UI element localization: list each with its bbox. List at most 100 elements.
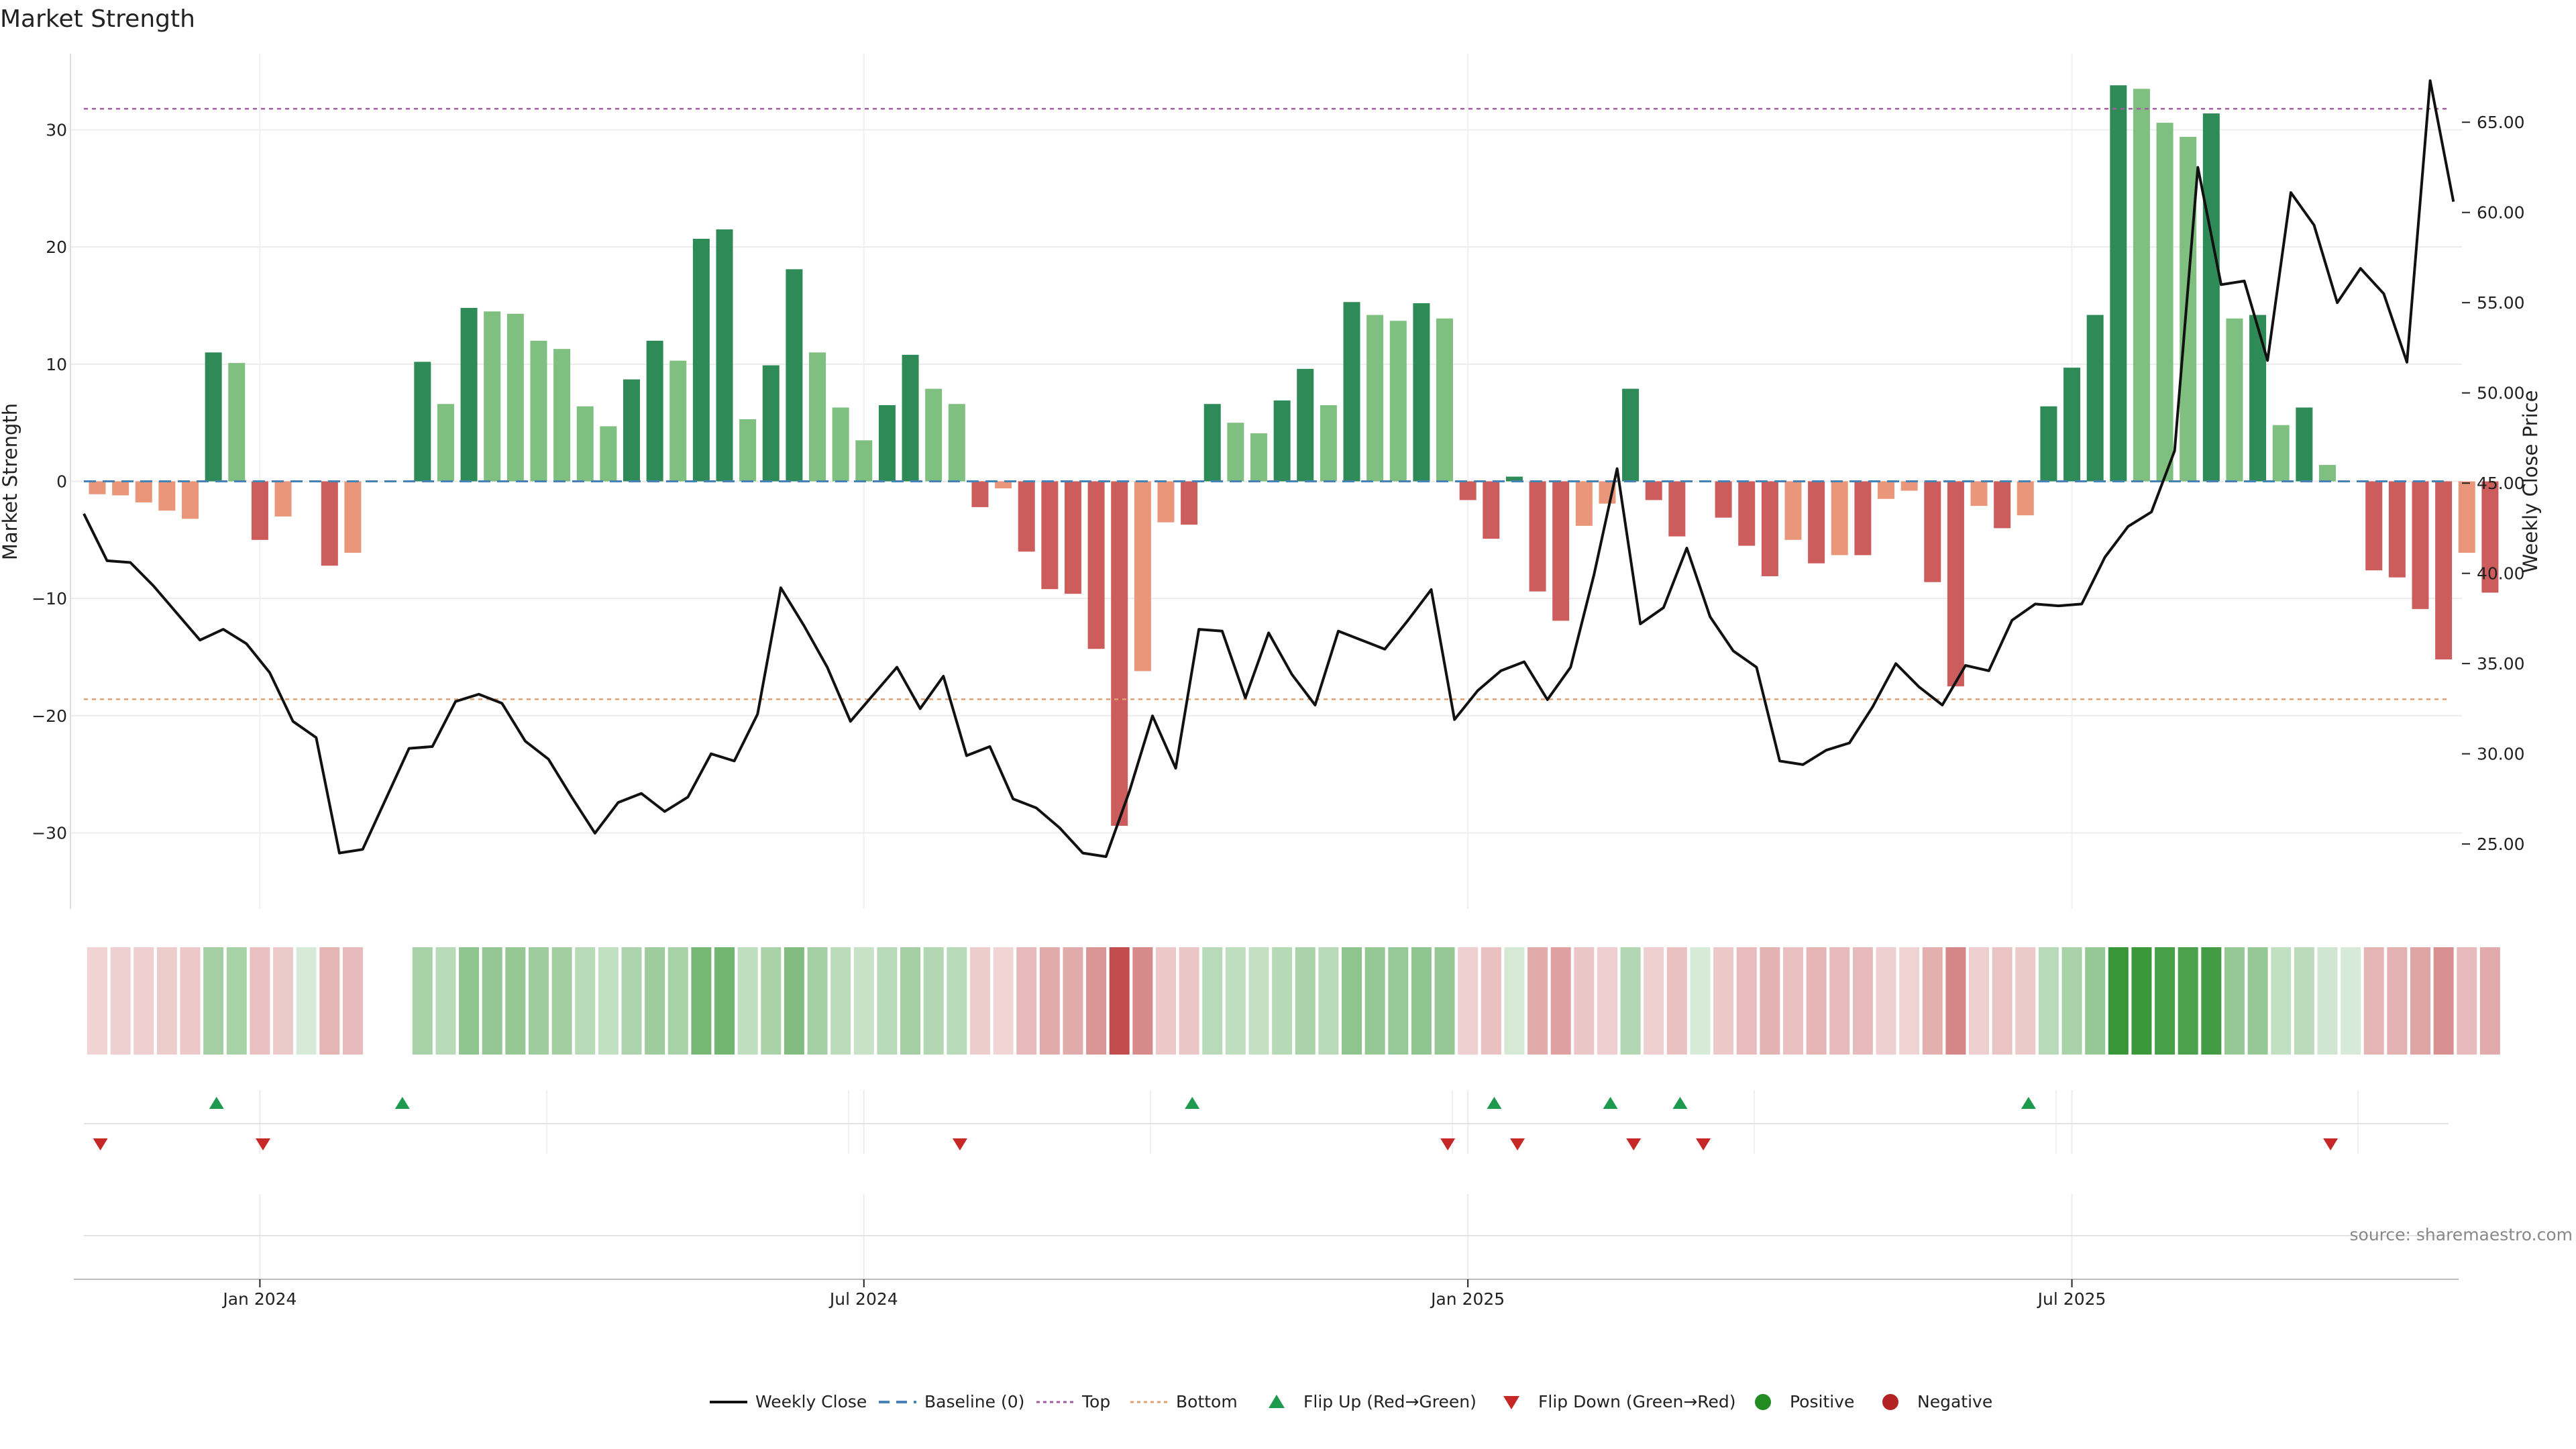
strength-bar xyxy=(623,379,640,482)
strength-bar xyxy=(2110,85,2127,482)
strength-bar xyxy=(2318,465,2336,482)
heatmap-cell xyxy=(1969,947,1990,1055)
heatmap-cell xyxy=(1945,947,1966,1055)
heatmap-cell xyxy=(2224,947,2245,1055)
strength-bar xyxy=(1505,476,1523,482)
legend-label: Top xyxy=(1081,1392,1110,1411)
heatmap-cell xyxy=(1713,947,1734,1055)
strength-bar xyxy=(925,388,943,482)
strength-bar xyxy=(716,229,733,482)
heatmap-cell xyxy=(645,947,665,1055)
source-note: source: sharemaestro.com xyxy=(2350,1225,2573,1244)
heatmap-cell xyxy=(1899,947,1920,1055)
strength-bar xyxy=(1970,481,1988,506)
heatmap-cell xyxy=(1597,947,1617,1055)
strength-bar xyxy=(576,406,594,482)
x-axis: Jan 2024 Jul 2024 Jan 2025 Jul 2025 xyxy=(74,1279,2459,1309)
heatmap-cell xyxy=(2410,947,2430,1055)
strength-bar xyxy=(2412,481,2429,609)
heatmap-cell xyxy=(2433,947,2454,1055)
heatmap-cell xyxy=(319,947,340,1055)
strength-bar xyxy=(2063,368,2081,482)
heatmap-cell xyxy=(505,947,526,1055)
strength-bar xyxy=(600,426,617,482)
heatmap-cell xyxy=(87,947,107,1055)
heatmap-cell xyxy=(1155,947,1176,1055)
strength-bar xyxy=(646,340,663,482)
legend-swatch-flip-up xyxy=(1269,1395,1285,1408)
heatmap-cell xyxy=(342,947,363,1055)
strength-bar xyxy=(89,481,106,494)
heatmap-cell xyxy=(156,947,177,1055)
strength-bar xyxy=(158,481,176,511)
strength-bar xyxy=(1366,315,1384,482)
strength-bar xyxy=(2365,481,2383,571)
heatmap-cell xyxy=(1690,947,1711,1055)
strength-bar xyxy=(1297,368,1314,482)
heatmap-cell xyxy=(2271,947,2292,1055)
strength-bar xyxy=(1459,481,1477,500)
heatmap-cell xyxy=(1039,947,1060,1055)
heatmap-cell xyxy=(551,947,572,1055)
left-y-axis-label: Market Strength xyxy=(0,403,21,560)
heatmap-cell xyxy=(1458,947,1479,1055)
chart-title: Market Strength xyxy=(0,5,195,33)
left-tick-label: −10 xyxy=(32,589,67,608)
heatmap-cell xyxy=(784,947,804,1055)
heatmap-cell xyxy=(1992,947,2012,1055)
strength-bar xyxy=(1761,481,1778,576)
legend-label: Positive xyxy=(1790,1392,1854,1411)
heatmap-cell xyxy=(296,947,317,1055)
strength-bar xyxy=(1784,481,1802,540)
heatmap-cell xyxy=(2015,947,2036,1055)
strength-bars xyxy=(89,85,2499,826)
x-tick-label: Jan 2025 xyxy=(1430,1289,1505,1309)
right-tick-label: 50.00 xyxy=(2477,384,2525,403)
heatmap-cell xyxy=(435,947,456,1055)
heatmap-cell xyxy=(1620,947,1641,1055)
strength-bar xyxy=(1157,481,1175,523)
strength-bar xyxy=(437,404,454,482)
heatmap-cell xyxy=(1016,947,1037,1055)
strength-bar xyxy=(1622,388,1640,482)
strength-bar xyxy=(2226,318,2243,482)
right-tick-label: 40.00 xyxy=(2477,564,2525,584)
strength-bar xyxy=(1436,318,1454,482)
right-tick-label: 55.00 xyxy=(2477,293,2525,313)
heatmap-cell xyxy=(482,947,502,1055)
right-tick-label: 25.00 xyxy=(2477,835,2525,854)
strength-bar xyxy=(2017,481,2034,516)
strength-bar xyxy=(135,481,152,502)
strength-bar xyxy=(855,440,873,482)
heatmap-cell xyxy=(528,947,549,1055)
strength-bar xyxy=(460,308,478,482)
strength-bar xyxy=(832,407,849,482)
heatmap-cell xyxy=(993,947,1014,1055)
flip-down-marker xyxy=(952,1138,967,1150)
strength-bar xyxy=(971,481,989,507)
strength-bar xyxy=(762,365,780,482)
strength-bar xyxy=(553,349,571,482)
heatmap-cell xyxy=(575,947,596,1055)
heatmap-cell xyxy=(1829,947,1850,1055)
strength-bar xyxy=(1552,481,1570,621)
flip-up-marker xyxy=(2021,1097,2036,1109)
strength-bar xyxy=(692,238,710,482)
left-axis: 30 20 10 0 −10 −20 −30 xyxy=(32,121,67,843)
heatmap-cell xyxy=(1063,947,1083,1055)
heatmap-cell xyxy=(412,947,433,1055)
legend-swatch-flip-down xyxy=(1503,1396,1519,1409)
strength-bar xyxy=(669,360,687,482)
heatmap-cell xyxy=(203,947,224,1055)
legend-label: Baseline (0) xyxy=(924,1392,1024,1411)
strength-bar xyxy=(786,269,803,482)
strength-bar xyxy=(1924,481,1941,582)
strength-bar xyxy=(2435,481,2453,659)
x-tick-label: Jul 2024 xyxy=(828,1289,898,1309)
heatmap-cell xyxy=(1574,947,1595,1055)
strength-bar xyxy=(1994,481,2011,529)
strength-bar xyxy=(251,481,268,540)
heatmap-cell xyxy=(1876,947,1896,1055)
strength-bar xyxy=(530,340,547,482)
heatmap-cell xyxy=(1527,947,1548,1055)
